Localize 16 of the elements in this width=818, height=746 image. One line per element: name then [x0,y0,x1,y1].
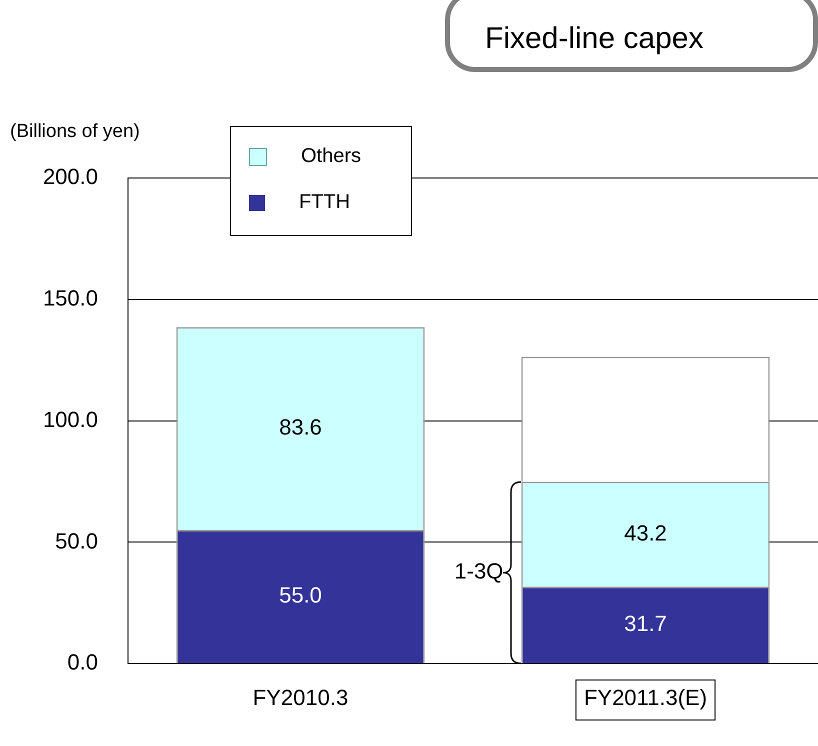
data-label: 31.7 [624,610,667,636]
annotation: 1-3Q [454,558,504,584]
y-tick-label: 150.0 [42,285,98,310]
legend-label: Others [301,145,362,168]
x-tick-label: FY2011.3(E) [584,684,708,710]
chart-title: Fixed-line capex [445,0,818,72]
y-tick-label: 50.0 [55,528,98,554]
data-label: 43.2 [624,520,667,546]
data-label: 55.0 [279,582,322,608]
y-axis-title: (Billions of yen) [10,121,140,142]
y-tick-label: 200.0 [42,164,98,190]
y-tick-label: 0.0 [67,650,98,675]
legend-label: FTTH [299,191,350,214]
y-tick-label: 100.0 [42,406,98,432]
x-tick-label: FY2010.3 [252,684,348,710]
data-label: 83.6 [279,414,322,440]
